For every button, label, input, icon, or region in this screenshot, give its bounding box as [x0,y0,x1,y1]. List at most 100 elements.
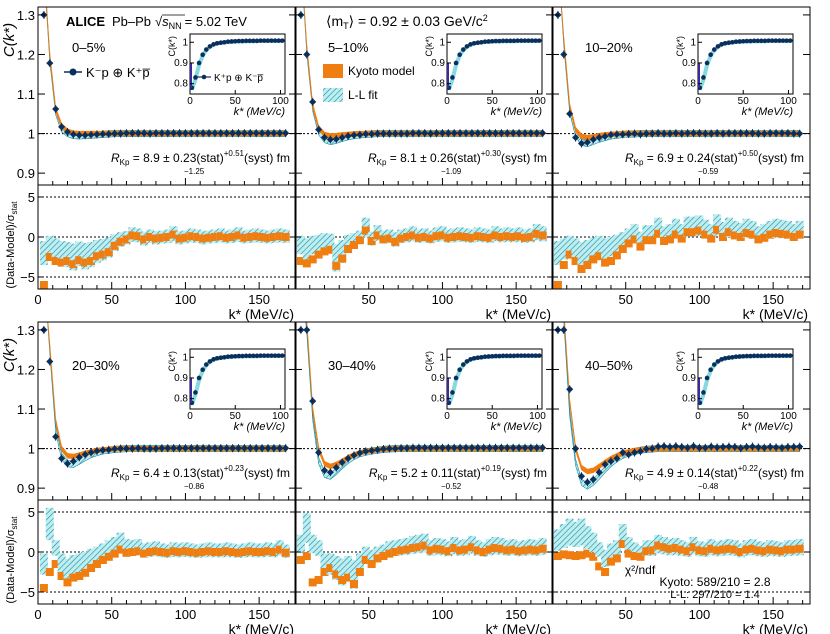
y-axis-title-resid-row2: (Data-Model)/σstat [5,516,19,604]
x-axis-title: k* (MeV/c) [486,306,551,322]
inset-data-point [715,359,721,364]
data-point [362,447,370,455]
resid-kyoto-box [618,245,627,253]
xtick-label: 150 [248,607,270,622]
data-point [515,444,523,452]
inset-data-point [464,359,470,364]
inset-data-point [222,39,227,45]
resid-kyoto-box [128,548,137,556]
inset-plot [446,38,542,91]
data-point [344,132,352,140]
resid-ll-box [338,558,347,586]
resid-kyoto-box [730,231,739,240]
resid-kyoto-box [216,548,225,556]
resid-kyoto-box [730,545,739,554]
data-point [754,130,762,138]
data-point [631,130,639,138]
resid-ll-box [783,220,792,239]
resid-ll-box [57,553,66,575]
resid-kyoto-box [228,233,237,241]
resid-ll-box [713,214,722,236]
inset-ytick-label: 0.8 [682,79,696,90]
resid-kyoto-box [222,547,231,556]
data-point [743,443,751,451]
resid-kyoto-box [473,546,482,555]
data-point [303,50,311,59]
inset-xtick-label: 0 [444,411,450,422]
resid-kyoto-box [281,233,290,241]
inset-data-point [500,38,506,44]
data-point [701,444,709,452]
data-point [625,130,633,138]
data-point [276,129,284,137]
inset-data-point [780,38,786,43]
inset-data-point [240,353,245,359]
inset-data-point [508,38,513,44]
resid-kyoto-box [665,544,674,553]
data-point [607,131,615,139]
resid-kyoto-box [491,544,500,552]
chi2-ll: L-L: 297/210 = 1.4 [670,589,760,601]
data-point [660,442,668,450]
inset-data-point [497,38,502,44]
resid-ll-box [618,524,627,548]
data-point [374,130,382,138]
resid-kyoto-box [683,547,692,556]
xtick-label: 150 [762,607,784,622]
inset-data-point [733,354,739,359]
data-point [152,445,160,453]
inset-data-point [247,353,253,359]
resid-kyoto-box [391,548,400,556]
resid-kyoto-box [748,544,757,553]
inset-data-point [196,60,202,66]
data-point [672,129,680,137]
resid-kyoto-box [583,549,592,558]
data-point [326,468,334,476]
data-point [748,443,757,451]
resid-ll-box [777,219,786,239]
resid-kyoto-box [724,544,733,553]
data-point [46,358,54,366]
inset-xtick-label: 50 [487,411,499,422]
resid-kyoto-box [75,572,84,580]
y-axis-title-main-row1: C(k*) [1,23,18,57]
resid-kyoto-box [275,545,284,554]
resid-kyoto-box [742,229,751,237]
inset-data-point [748,38,753,44]
data-point [595,133,603,142]
resid-kyoto-box [719,545,728,554]
resid-kyoto-box [134,547,143,556]
data-point [509,129,517,137]
resid-kyoto-box [349,580,358,588]
resid-kyoto-box [695,226,704,235]
ytick-label-main: 1 [28,442,35,457]
inset-ylabel: C(k*) [424,36,434,57]
data-point [636,130,644,138]
data-point [684,129,692,137]
inset-data-point [272,353,278,358]
resid-kyoto-box [302,259,311,268]
resid-ll-box [665,224,674,241]
legend-ll-swatch [323,88,343,102]
data-point [678,443,686,451]
resid-kyoto-box [783,230,792,239]
resid-kyoto-box [571,552,580,560]
panel-30-40: 30–40% RKp = 5.2 ± 0.11(stat)+0.19(syst) … [294,321,554,634]
chi2-label: χ²/ndf [625,563,656,577]
ytick-label-main: 1.2 [17,362,35,377]
resid-kyoto-box [332,570,341,579]
resid-kyoto-box [713,546,722,555]
resid-plot-area [552,511,810,593]
resid-kyoto-box [456,232,465,241]
data-point [264,444,272,452]
inset-data-point [460,362,466,367]
data-point [689,129,698,137]
data-point [613,130,621,138]
resid-kyoto-box [391,237,400,246]
inset-data-point [722,356,728,361]
resid-ll-box [344,556,353,580]
inset-data-point [261,38,267,43]
resid-kyoto-box [205,547,214,556]
resid-kyoto-box [444,233,453,242]
inset-data-point [482,39,488,44]
